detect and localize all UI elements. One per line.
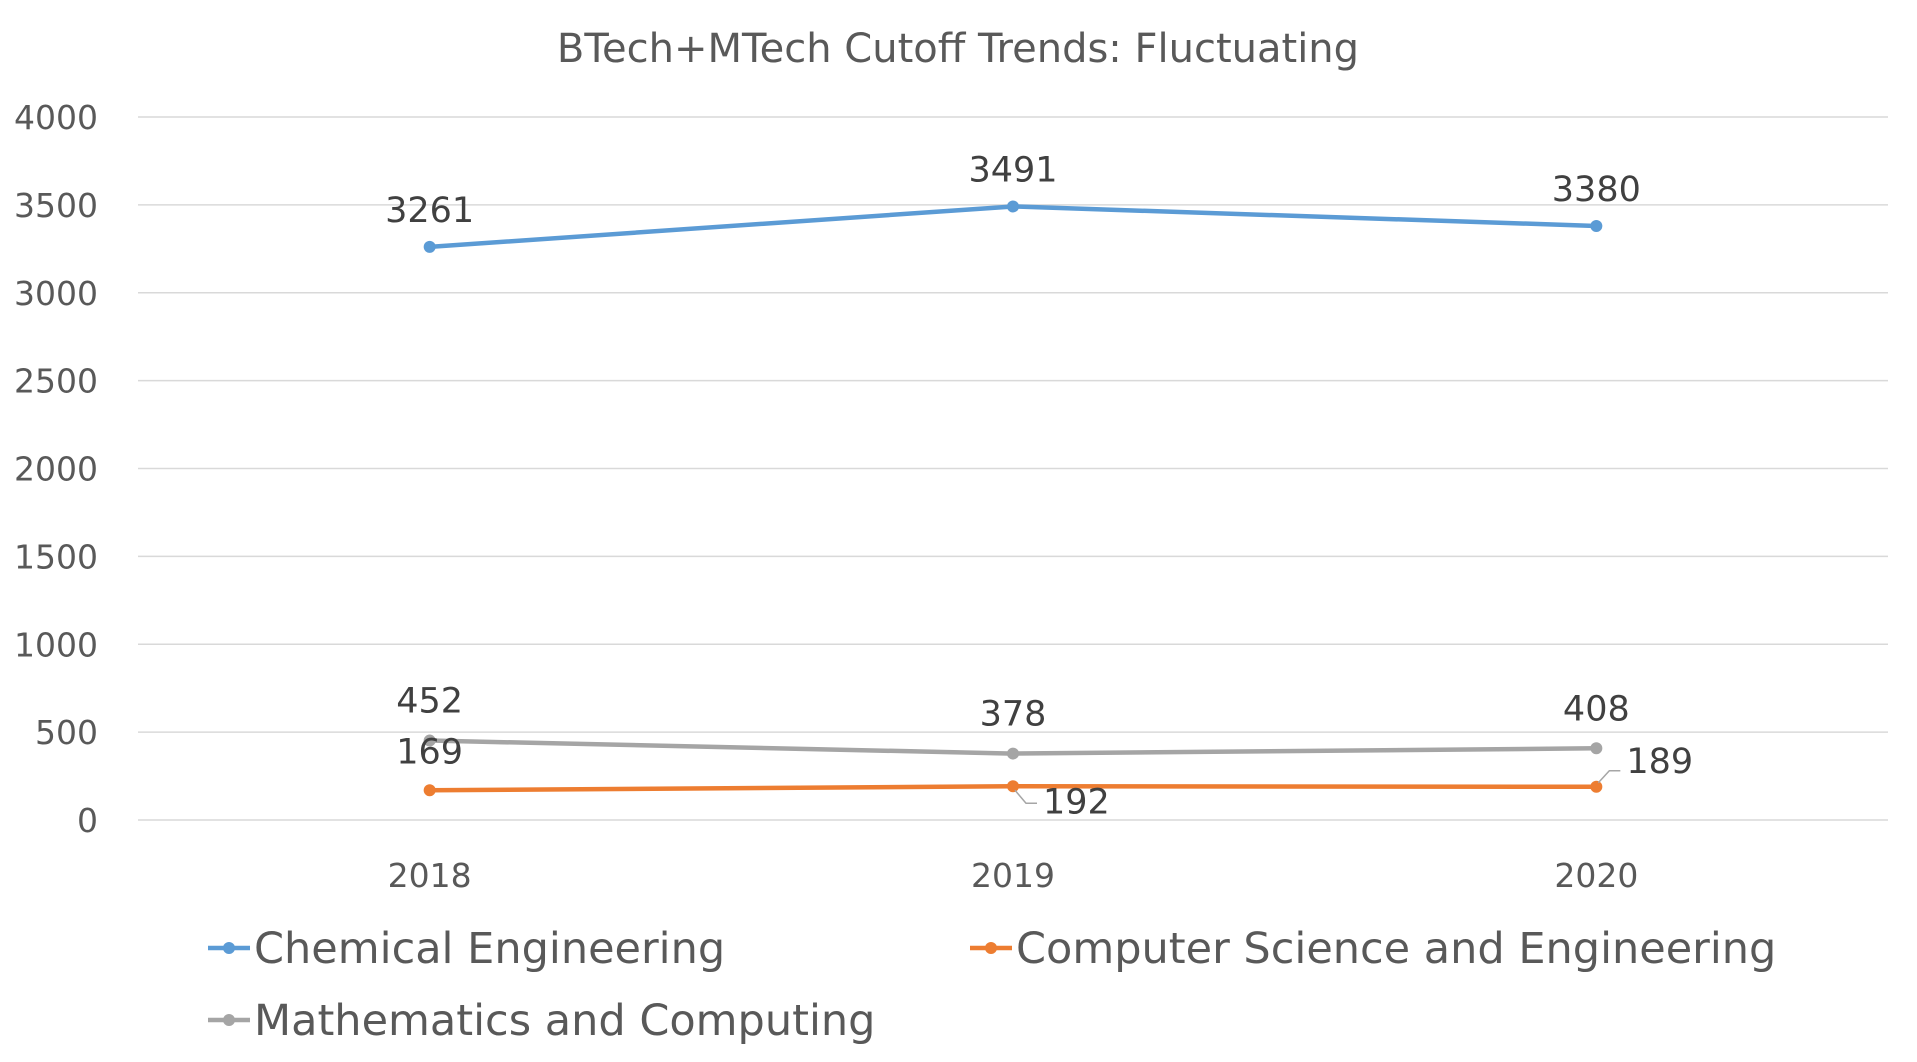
data-label: 189 <box>1626 742 1693 782</box>
grid-layer <box>138 116 1888 821</box>
legend-marker <box>223 942 235 954</box>
data-point <box>423 784 436 797</box>
data-label: 452 <box>396 682 463 722</box>
data-point <box>1590 219 1603 232</box>
series-0 <box>423 200 1603 253</box>
data-label: 3491 <box>968 150 1057 190</box>
data-label-leader <box>1014 789 1037 805</box>
y-tick-label: 2500 <box>14 362 98 401</box>
legend-item: Mathematics and Computing <box>208 996 875 1046</box>
legend-item: Computer Science and Engineering <box>970 924 1776 974</box>
data-labels: 3261 3491 3380 169 192 189 452 378 408 <box>385 150 1693 822</box>
legend-label: Computer Science and Engineering <box>1016 924 1776 974</box>
legend-marker <box>223 1014 235 1026</box>
data-label: 192 <box>1043 782 1110 822</box>
data-label-leader <box>1597 770 1621 784</box>
series-2 <box>423 734 1603 760</box>
data-point <box>1007 747 1019 760</box>
legend-item: Chemical Engineering <box>208 924 725 974</box>
y-tick-label: 4000 <box>14 98 98 137</box>
series-layer <box>423 200 1603 797</box>
x-axis-ticks: 2018 2019 2020 <box>388 856 1639 895</box>
data-point <box>1007 780 1019 793</box>
data-point <box>423 734 436 747</box>
data-point <box>1007 200 1019 213</box>
series-line <box>427 204 1599 250</box>
y-tick-label: 3000 <box>14 274 98 313</box>
y-tick-label: 3500 <box>14 186 98 225</box>
y-tick-label: 2000 <box>14 450 98 489</box>
data-point <box>423 240 436 253</box>
legend-label: Chemical Engineering <box>254 924 725 974</box>
y-tick-label: 0 <box>77 801 98 840</box>
y-tick-label: 1500 <box>14 537 98 576</box>
data-label: 169 <box>396 732 463 772</box>
data-label: 3261 <box>385 191 474 231</box>
data-label: 408 <box>1563 689 1630 729</box>
legend-marker <box>985 942 997 954</box>
y-tick-label: 500 <box>35 713 98 752</box>
x-tick-label: 2020 <box>1554 856 1638 895</box>
y-axis-ticks: 0 500 1000 1500 2000 2500 3000 3500 4000 <box>14 98 98 840</box>
legend-label: Mathematics and Computing <box>254 996 875 1046</box>
y-tick-label: 1000 <box>14 625 98 664</box>
data-point <box>1590 780 1603 793</box>
data-label: 378 <box>980 695 1047 735</box>
x-tick-label: 2019 <box>971 856 1055 895</box>
data-label: 3380 <box>1552 170 1641 210</box>
chart-title: BTech+MTech Cutoff Trends: Fluctuating <box>557 26 1359 72</box>
legend: Chemical Engineering Computer Science and… <box>208 924 1776 1046</box>
x-tick-label: 2018 <box>388 856 472 895</box>
data-point <box>1590 742 1603 755</box>
series-1 <box>423 780 1603 797</box>
